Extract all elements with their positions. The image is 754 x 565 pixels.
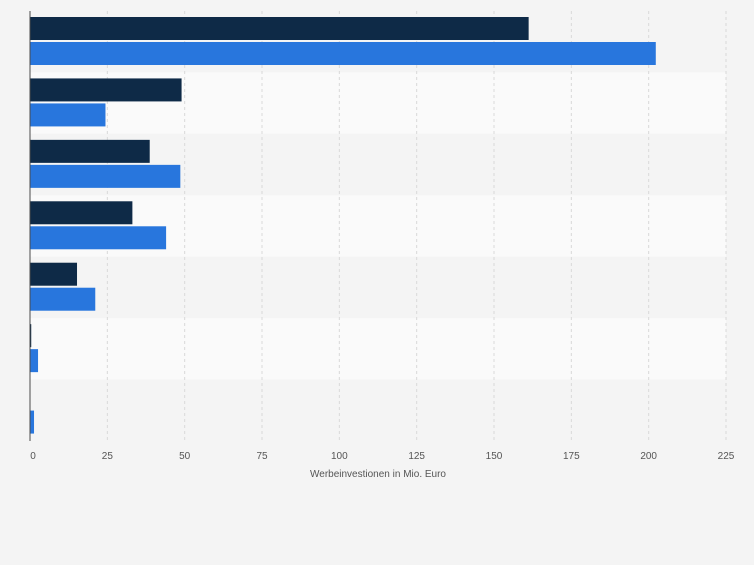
bar-series-1[interactable] [30,139,150,163]
bar-series-1[interactable] [30,17,529,40]
category-band [30,379,726,441]
x-tick-label: 75 [256,451,268,462]
bar-series-1[interactable] [30,201,133,225]
bar-series-2[interactable] [30,410,35,434]
bar-series-2[interactable] [30,103,106,127]
x-tick-label: 100 [331,451,348,462]
bar-series-1[interactable] [30,262,78,286]
bar-series-2[interactable] [30,287,96,311]
bar-series-2[interactable] [30,42,656,65]
bar-series-1[interactable] [30,324,32,348]
bar-series-2[interactable] [30,349,39,373]
x-tick-label: 225 [718,451,735,462]
x-tick-label: 150 [486,451,503,462]
x-tick-label: 175 [563,451,580,462]
x-tick-label: 0 [30,451,36,462]
x-tick-label: 25 [102,451,114,462]
bar-series-2[interactable] [30,164,181,188]
bar-series-2[interactable] [30,226,167,250]
category-band [30,256,726,319]
x-axis-label: Werbeinvestionen in Mio. Euro [310,469,446,480]
bar-series-1[interactable] [30,78,182,102]
x-tick-label: 50 [179,451,191,462]
x-tick-label: 125 [408,451,425,462]
x-tick-label: 200 [640,451,657,462]
category-band [30,318,726,380]
